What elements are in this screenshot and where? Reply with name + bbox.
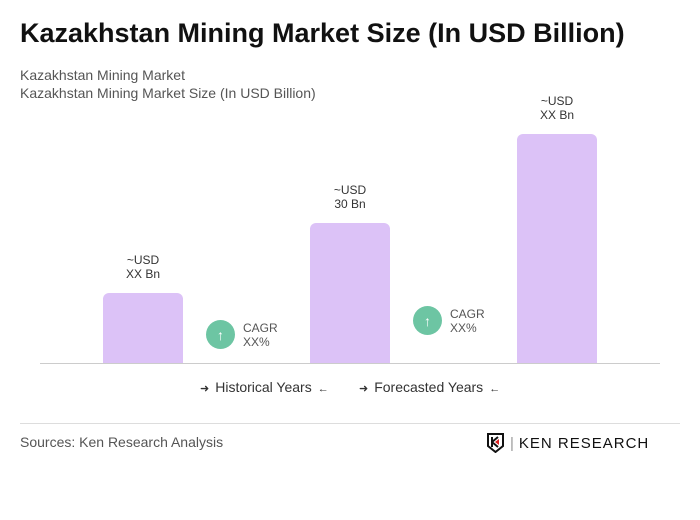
divider [20,423,680,424]
data-label-line: XX Bn [539,108,575,123]
bar-1 [103,293,183,363]
sources-text: Sources: Ken Research Analysis [20,434,224,450]
legend-label: Historical Years [215,379,312,395]
logo-text: KEN RESEARCH [518,434,650,452]
bar-3 [517,134,597,363]
arrow-up-icon: ↑ [413,306,442,335]
cagr-label: CAGR [450,306,485,321]
legend-forecasted: ➜ Forecasted Years ← [359,379,506,395]
cagr-value: XX% [450,320,477,335]
arrow-right-icon: ➜ [359,383,369,395]
data-label-line: ~USD [540,94,574,109]
page-title: Kazakhstan Mining Market Size (In USD Bi… [20,18,625,48]
data-label-2: ~USD 30 Bn [310,183,390,211]
subtitle-2: Kazakhstan Mining Market Size (In USD Bi… [20,85,316,101]
cagr-label: CAGR [243,320,278,335]
data-label-line: ~USD [126,253,160,267]
cagr-badge-2: ↑ CAGR XX% [413,306,485,335]
cagr-badge-1: ↑ CAGR XX% [206,320,278,349]
arrow-left-icon: ← [317,383,329,395]
data-label-3: ~USD XX Bn [517,94,597,122]
data-label-line: 30 Bn [334,197,366,211]
data-label-1: ~USD XX Bn [103,253,183,281]
subtitle: Kazakhstan Mining Market [20,67,185,83]
data-label-line: ~USD [333,183,367,197]
legend-label: Forecasted Years [374,379,484,395]
arrow-up-icon: ↑ [206,320,235,349]
cagr-value: XX% [243,334,270,349]
bar-2 [310,223,390,363]
legend-historical: ➜ Historical Years ← [200,379,335,395]
arrow-right-icon: ➜ [200,383,210,395]
logo-icon [487,433,504,453]
arrow-left-icon: ← [489,383,501,395]
data-label-line: XX Bn [125,267,161,281]
ken-research-logo: | KEN RESEARCH [486,433,649,453]
x-axis-line [40,363,660,364]
